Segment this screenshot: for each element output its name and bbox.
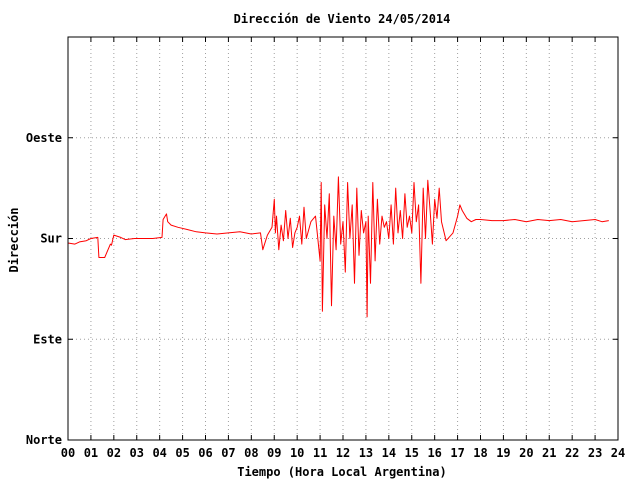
x-axis-ticks: 00 01 02 03 04 05 06 07 08 09 10 11 12 13 14 15 16 17 18 19… <box>61 37 625 460</box>
x-tick-label: 10 <box>290 446 304 460</box>
chart-title: Dirección de Viento 24/05/2014 <box>234 12 451 26</box>
x-tick-label: 15 <box>405 446 419 460</box>
x-tick-label: 08 <box>244 446 258 460</box>
wind-direction-series-line <box>67 176 609 318</box>
series-layer <box>67 176 609 318</box>
x-tick-label: 21 <box>542 446 556 460</box>
y-axis-ticks: Norte Este Sur Oeste <box>26 131 618 447</box>
x-tick-label: 06 <box>198 446 212 460</box>
x-tick-label: 01 <box>84 446 98 460</box>
y-tick-label: Oeste <box>26 131 62 145</box>
plot-frame <box>67 36 619 441</box>
x-tick-label: 02 <box>107 446 121 460</box>
x-tick-label: 13 <box>359 446 373 460</box>
x-tick-label: 19 <box>496 446 510 460</box>
y-tick-label: Sur <box>40 232 62 246</box>
x-tick-label: 09 <box>267 446 281 460</box>
x-tick-label: 00 <box>61 446 75 460</box>
x-tick-label: 05 <box>175 446 189 460</box>
x-tick-label: 12 <box>336 446 350 460</box>
x-tick-label: 16 <box>427 446 441 460</box>
x-tick-label: 11 <box>313 446 327 460</box>
x-tick-label: 04 <box>152 446 166 460</box>
x-tick-label: 17 <box>450 446 464 460</box>
y-tick-label: Norte <box>26 433 62 447</box>
x-tick-label: 20 <box>519 446 533 460</box>
y-axis-label: Dirección <box>7 207 21 272</box>
x-tick-label: 07 <box>221 446 235 460</box>
x-tick-label: 24 <box>611 446 625 460</box>
x-tick-label: 03 <box>130 446 144 460</box>
x-tick-label: 18 <box>473 446 487 460</box>
x-tick-label: 23 <box>588 446 602 460</box>
x-tick-label: 14 <box>382 446 396 460</box>
x-axis-label: Tiempo (Hora Local Argentina) <box>237 465 447 479</box>
x-tick-label: 22 <box>565 446 579 460</box>
y-tick-label: Este <box>33 332 62 346</box>
